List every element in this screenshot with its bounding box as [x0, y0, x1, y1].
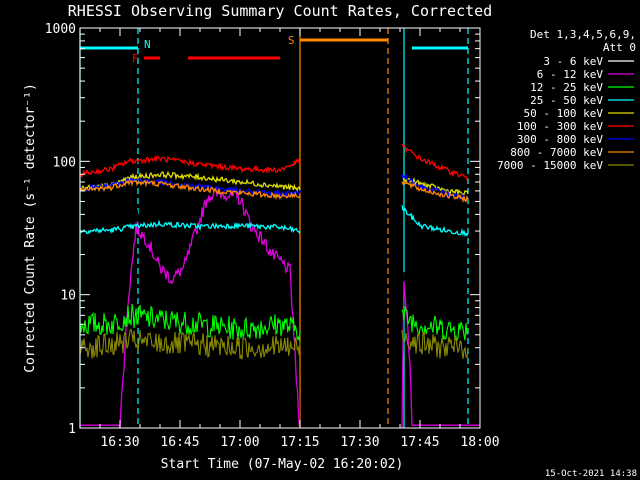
- y-tick-label-2: 100: [53, 155, 76, 170]
- x-tick-label-1: 16:45: [160, 435, 199, 450]
- legend-header-0: Det 1,3,4,5,6,9,: [530, 28, 636, 41]
- legend-label-7: 800 - 7000 keV: [510, 146, 603, 159]
- y-tick-label-3: 1000: [45, 22, 76, 37]
- flag-bars: NF S: [80, 34, 468, 65]
- x-tick-label-0: 16:30: [100, 435, 139, 450]
- legend-label-8: 7000 - 15000 keV: [497, 159, 603, 172]
- legend-label-3: 25 - 50 keV: [530, 94, 603, 107]
- series-lines: [79, 143, 480, 429]
- legend-label-0: 3 - 6 keV: [543, 55, 603, 68]
- series-line-1: [80, 186, 480, 429]
- series-line-0: [80, 159, 480, 426]
- series-line-3: [79, 204, 469, 238]
- x-axis-label: Start Time (07-May-02 16:20:02): [161, 457, 404, 472]
- axis-ticks: 16:30 16:45 17:00 17:15 17:30 17:45 18:00 1 10 10…: [45, 22, 500, 450]
- legend-label-5: 100 - 300 keV: [517, 120, 603, 133]
- legend-header-1: Att 0: [603, 41, 636, 54]
- flag-label-N: N: [144, 38, 151, 51]
- x-tick-label-5: 17:45: [400, 435, 439, 450]
- flag-label-F: F: [132, 52, 139, 65]
- legend-label-2: 12 - 25 keV: [530, 81, 603, 94]
- y-axis-label: Corrected Count Rate (s⁻¹ detector⁻¹): [23, 83, 38, 373]
- x-tick-label-6: 18:00: [460, 435, 499, 450]
- legend-label-6: 300 - 800 keV: [517, 133, 603, 146]
- x-tick-label-3: 17:15: [280, 435, 319, 450]
- x-tick-label-2: 17:00: [220, 435, 259, 450]
- series-line-2: [79, 303, 469, 342]
- legend-label-4: 50 - 100 keV: [524, 107, 604, 120]
- chart-title: RHESSI Observing Summary Count Rates, Co…: [68, 2, 492, 20]
- legend-label-1: 6 - 12 keV: [537, 68, 604, 81]
- series-line-8: [79, 328, 469, 360]
- footer-timestamp: 15-Oct-2021 14:38: [545, 469, 637, 479]
- flag-label-S: S: [288, 34, 295, 47]
- y-tick-label-0: 1: [68, 422, 76, 437]
- x-tick-label-4: 17:30: [340, 435, 379, 450]
- series-line-5: [79, 143, 469, 182]
- y-tick-label-1: 10: [60, 289, 76, 304]
- series-line-7: [79, 179, 469, 204]
